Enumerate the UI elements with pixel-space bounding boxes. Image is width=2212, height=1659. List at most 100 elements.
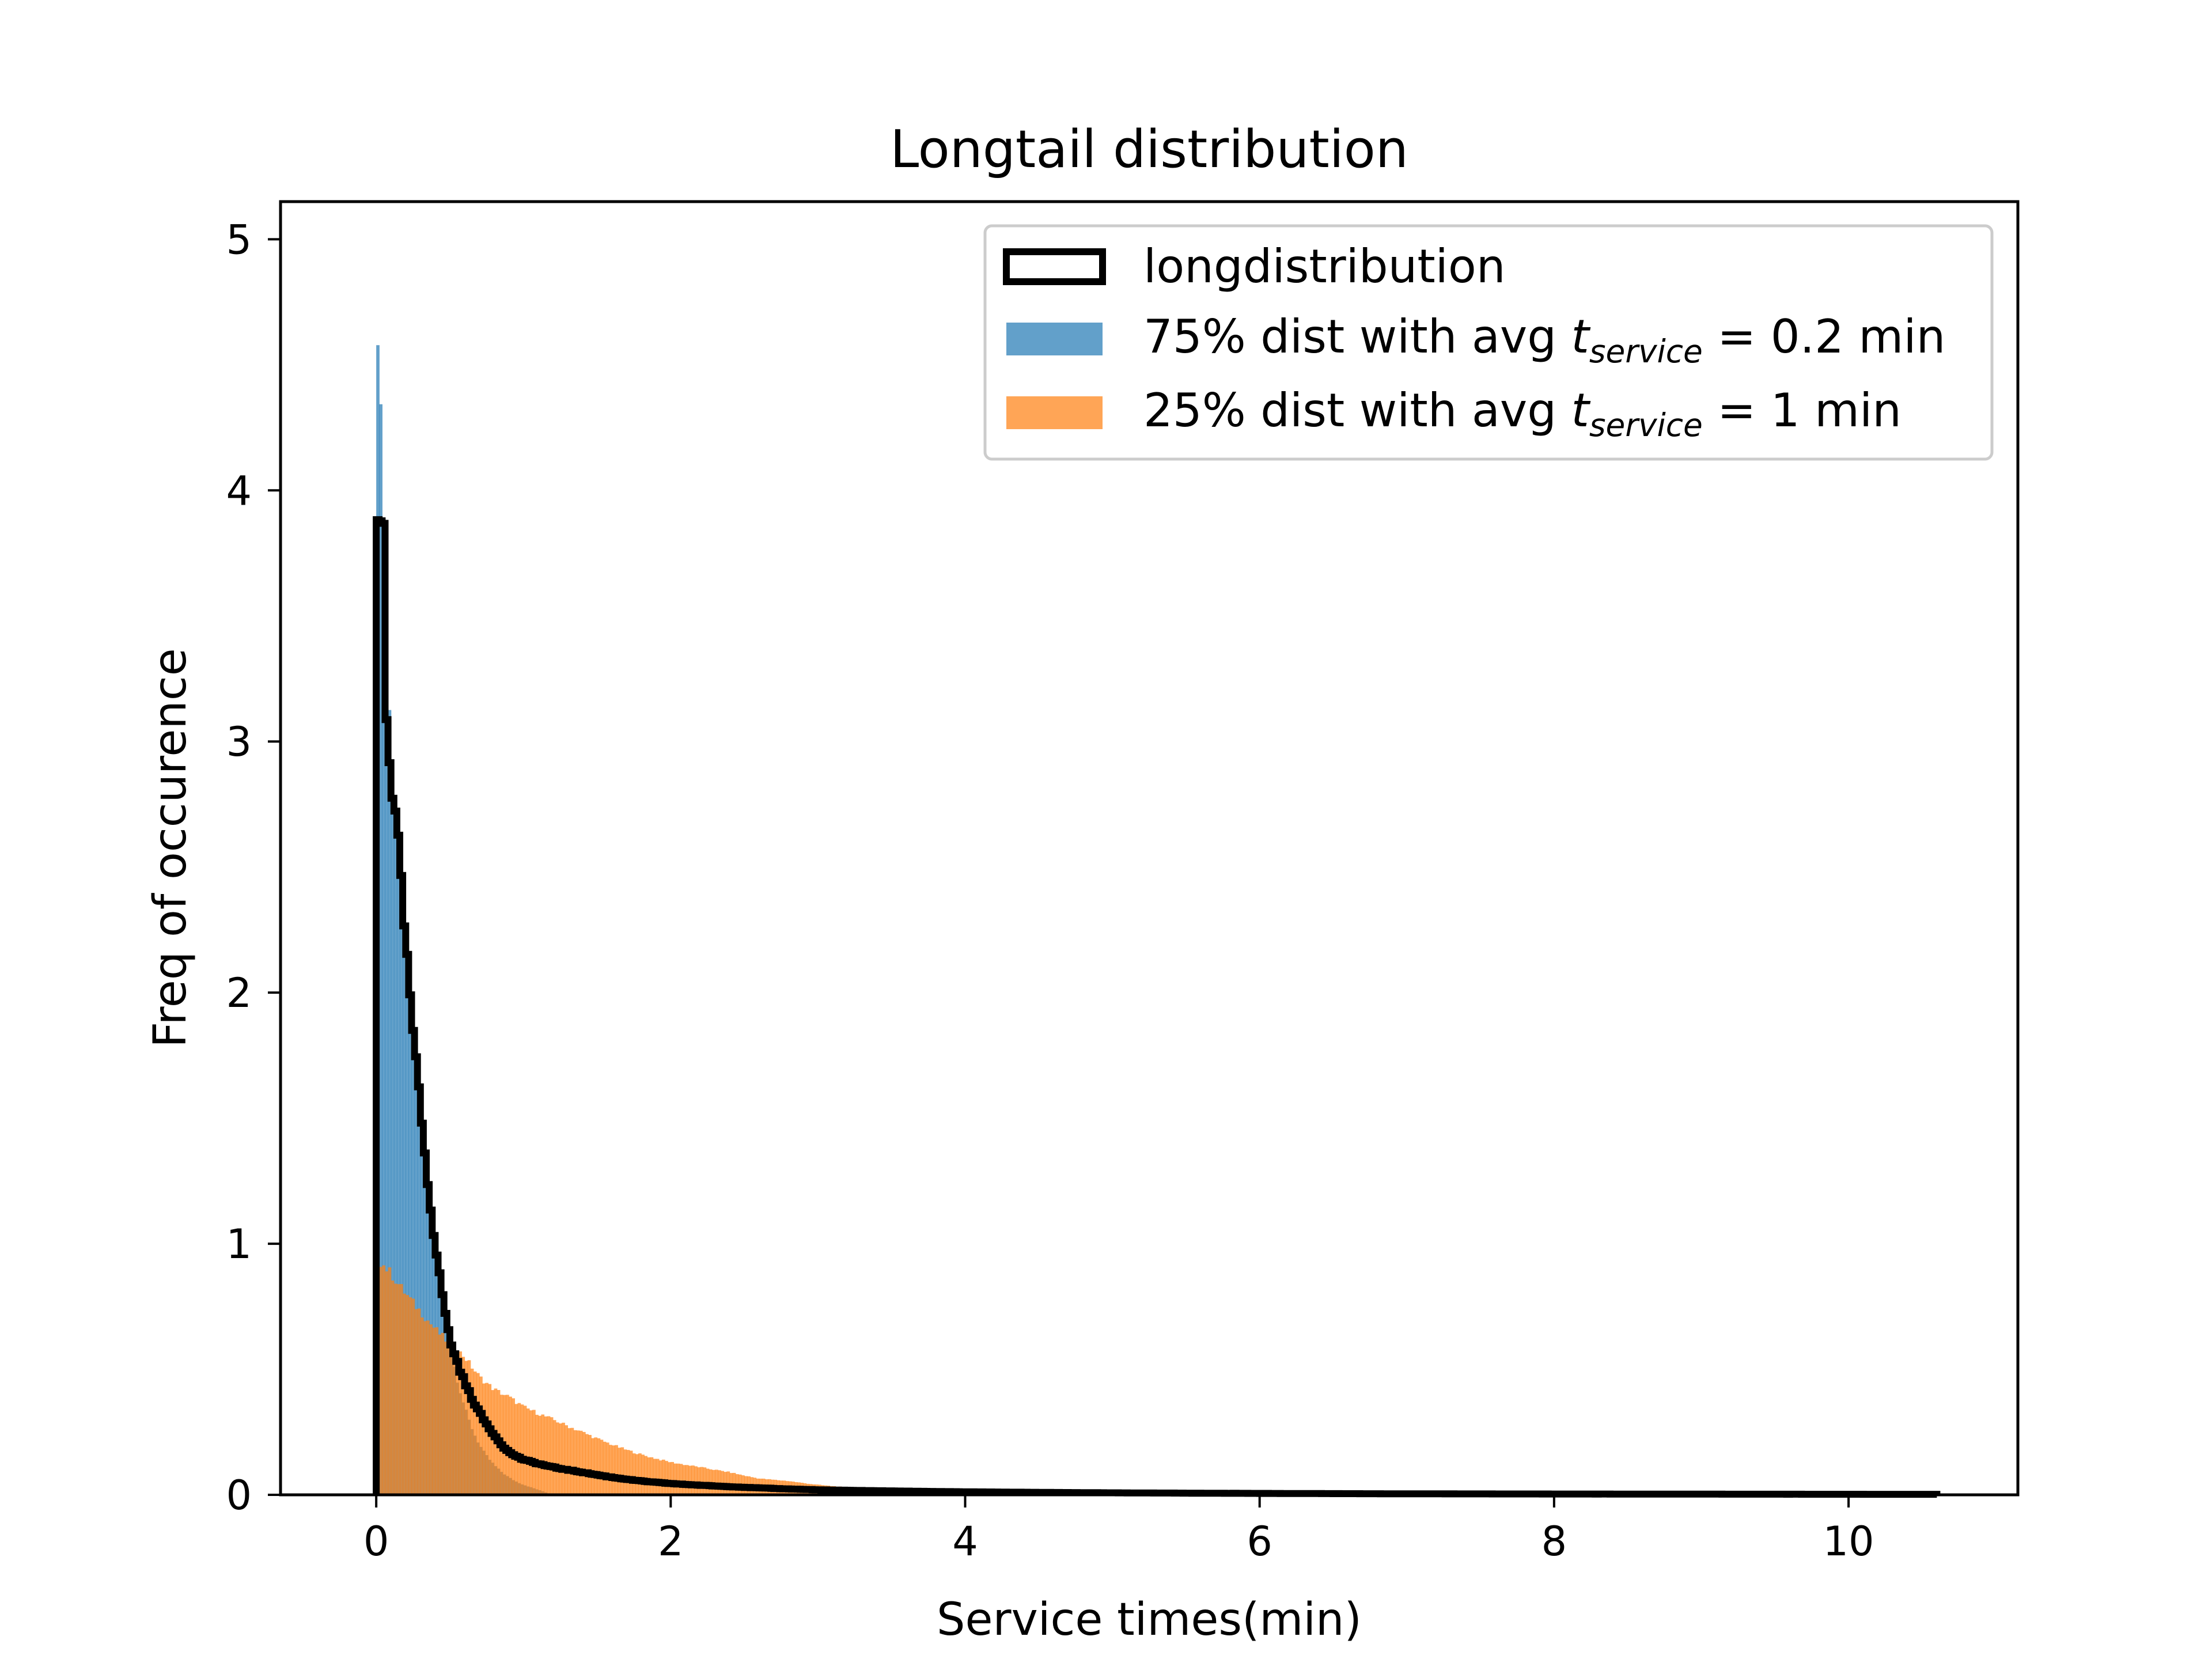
histogram-bar [400, 1284, 403, 1495]
histogram-bar [491, 1390, 495, 1495]
chart-title: Longtail distribution [890, 119, 1408, 180]
histogram-bar [408, 1005, 412, 1495]
histogram-bar [467, 1360, 471, 1495]
histogram-bar [517, 1403, 521, 1495]
histogram-bar [559, 1423, 562, 1495]
histogram-bar [641, 1455, 645, 1495]
histogram-bar [538, 1415, 541, 1495]
histogram-bar [603, 1441, 607, 1495]
histogram-bar [671, 1461, 675, 1495]
legend-swatch-75pct [1006, 323, 1103, 355]
y-axis: 0 1 2 3 4 5 [226, 216, 281, 1519]
histogram-bar [650, 1457, 654, 1495]
histogram-bar [391, 767, 395, 1495]
y-tick-label: 1 [226, 1221, 252, 1268]
histogram-bar [552, 1420, 556, 1495]
histogram-bar [379, 404, 382, 1495]
histogram-bar [618, 1448, 622, 1495]
histogram-bar [706, 1468, 710, 1495]
histogram-bar [432, 1327, 435, 1495]
histogram-bar [406, 971, 409, 1495]
histogram-bar [632, 1453, 636, 1495]
histogram-bar [529, 1410, 533, 1495]
histogram-bar [658, 1460, 662, 1495]
histogram-bar [600, 1440, 604, 1495]
histogram-bar [585, 1434, 589, 1495]
histogram-bar [691, 1465, 695, 1495]
legend-label-longdistribution: longdistribution [1143, 240, 1506, 293]
x-tick-label: 6 [1247, 1518, 1272, 1565]
x-axis: 0 2 4 6 8 10 [363, 1495, 1874, 1565]
histogram-bar [423, 1321, 427, 1495]
histogram-bar [444, 1341, 448, 1495]
legend-label-75pct-suffix: = 0.2 min [1703, 310, 1945, 363]
histogram-bar [597, 1438, 601, 1495]
histogram-bar [555, 1422, 559, 1495]
histogram-bar [638, 1453, 642, 1495]
legend-label-75pct-prefix: 75% dist with avg [1143, 310, 1571, 363]
histogram-bar [573, 1430, 577, 1495]
histogram-bar [382, 1265, 386, 1495]
histogram-bar [417, 1308, 421, 1495]
histogram-bar [414, 1058, 418, 1495]
histogram-bar [594, 1437, 598, 1495]
histogram-bar [385, 1271, 389, 1495]
histogram-bar [406, 1295, 409, 1495]
x-tick-label: 10 [1823, 1518, 1874, 1565]
histogram-bar [647, 1457, 651, 1495]
histogram-bar [591, 1438, 595, 1495]
histogram-bar [403, 945, 406, 1495]
histogram-bar [576, 1430, 580, 1495]
histogram-bar [420, 1317, 424, 1495]
histogram-bar [644, 1456, 648, 1495]
histogram-bar [520, 1404, 524, 1495]
histogram-bar [482, 1383, 486, 1495]
histogram-bar [411, 1049, 415, 1495]
histogram-bar [435, 1327, 439, 1495]
histogram-bar [547, 1416, 551, 1495]
histogram-bar [620, 1447, 624, 1495]
legend-label-75pct-var: t [1571, 310, 1590, 363]
histogram-bar [426, 1320, 430, 1495]
histogram-bar [668, 1462, 671, 1495]
histogram-bar [459, 1351, 462, 1495]
histogram-bar [414, 1309, 418, 1495]
histogram-bar [682, 1465, 686, 1495]
legend-label-75pct: 75% dist with avg tservice = 0.2 min [1143, 310, 1945, 370]
histogram-bar [570, 1427, 574, 1495]
histogram-bar [697, 1467, 701, 1495]
histogram-bar [396, 1284, 400, 1495]
histogram-bar [408, 1297, 412, 1495]
histogram-bar [635, 1454, 639, 1495]
histogram-bar [612, 1445, 615, 1495]
histogram-bar [661, 1459, 665, 1495]
histogram-bar [479, 1376, 483, 1495]
histogram-bar [453, 1351, 456, 1495]
histogram-bar [715, 1469, 718, 1495]
histogram-bar [396, 865, 400, 1495]
histogram-bar [626, 1450, 630, 1495]
histogram-bar [441, 1332, 445, 1495]
histogram-bar [700, 1467, 704, 1495]
histogram-bar [456, 1354, 459, 1495]
histogram-bar [605, 1442, 609, 1495]
histogram-bar [562, 1422, 565, 1495]
x-axis-title: Service times(min) [937, 1594, 1362, 1646]
histogram-bar [676, 1463, 680, 1495]
histogram-bar [391, 1281, 395, 1495]
histogram-bar [417, 1087, 421, 1495]
histogram-bar [673, 1463, 677, 1495]
histogram-bar [694, 1466, 698, 1495]
x-tick-label: 2 [658, 1518, 684, 1565]
histogram-bar [623, 1449, 627, 1495]
legend-label-25pct-sub: service [1589, 407, 1703, 444]
histogram-bar [565, 1425, 568, 1495]
histogram-bar [512, 1398, 515, 1495]
histogram-bar [526, 1408, 530, 1495]
histogram-bar [567, 1428, 571, 1495]
legend-label-75pct-sub: service [1589, 333, 1703, 370]
legend-label-25pct-var: t [1571, 384, 1590, 437]
histogram-bar [470, 1368, 474, 1495]
y-axis-title: Freq of occurence [145, 648, 196, 1047]
histogram-bar [423, 1146, 427, 1495]
